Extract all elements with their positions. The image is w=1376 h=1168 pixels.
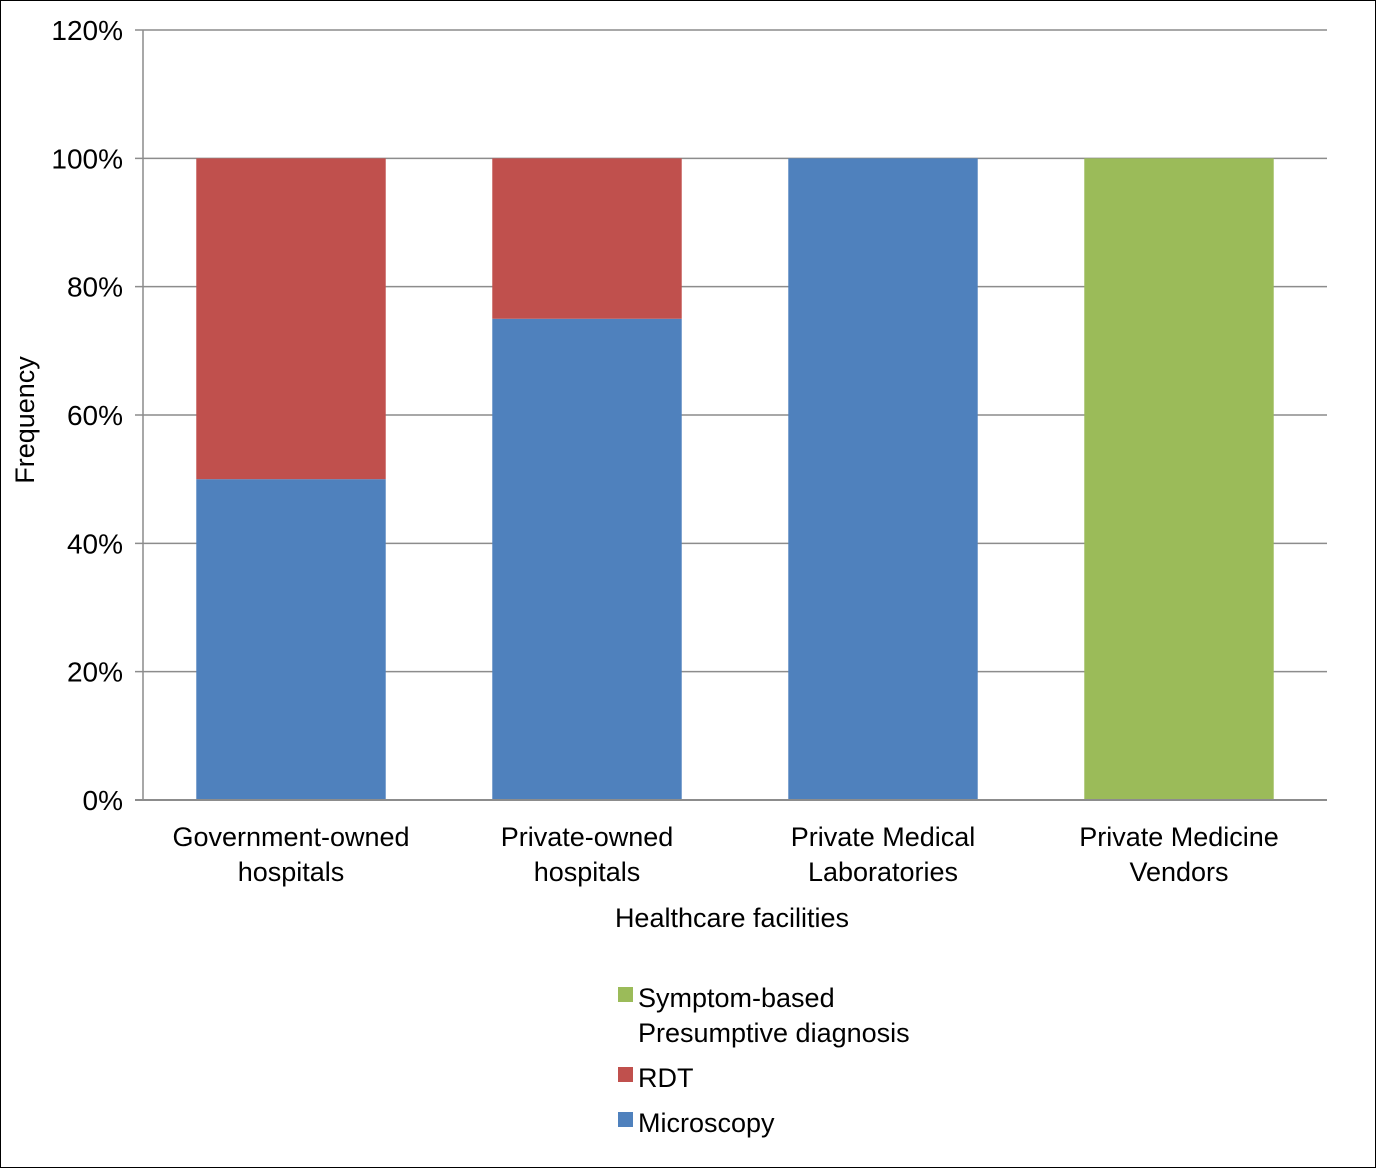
bar-segment bbox=[196, 158, 386, 480]
bar-segment bbox=[196, 479, 386, 800]
legend: Symptom-based Presumptive diagnosis RDT Mic… bbox=[618, 983, 910, 1138]
y-tick-label: 60% bbox=[67, 400, 123, 431]
bars bbox=[196, 158, 1274, 801]
x-tick-label: Government-owned hospitals bbox=[172, 822, 409, 887]
x-tick-label: Private Medicine Vendors bbox=[1079, 822, 1279, 887]
y-tick-labels: 0% 20% 40% 60% 80% 100% 120% bbox=[51, 15, 123, 816]
bar-segment bbox=[492, 158, 682, 319]
x-tick-label: Private-owned hospitals bbox=[501, 822, 674, 887]
axes bbox=[135, 30, 1327, 801]
y-axis-title: Frequency bbox=[10, 356, 40, 484]
legend-label: Microscopy bbox=[638, 1108, 775, 1138]
x-tick-label: Private Medical Laboratories bbox=[791, 822, 976, 887]
x-axis-title: Healthcare facilities bbox=[615, 903, 849, 933]
y-tick-label: 120% bbox=[51, 15, 123, 46]
y-tick-label: 20% bbox=[67, 657, 123, 688]
legend-swatch bbox=[618, 1067, 633, 1082]
x-category-labels: Government-owned hospitals Private-owned ho… bbox=[172, 822, 1278, 887]
y-tick-label: 40% bbox=[67, 528, 123, 559]
y-tick-label: 80% bbox=[67, 272, 123, 303]
y-tick-label: 100% bbox=[51, 143, 123, 174]
legend-swatch bbox=[618, 1112, 633, 1127]
legend-swatch bbox=[618, 987, 633, 1002]
legend-label: RDT bbox=[638, 1063, 694, 1093]
y-tick-label: 0% bbox=[83, 785, 123, 816]
legend-label: Symptom-based Presumptive diagnosis bbox=[638, 983, 910, 1048]
bar-segment bbox=[1084, 158, 1274, 801]
bar-segment bbox=[788, 158, 978, 801]
bar-segment bbox=[492, 318, 682, 800]
